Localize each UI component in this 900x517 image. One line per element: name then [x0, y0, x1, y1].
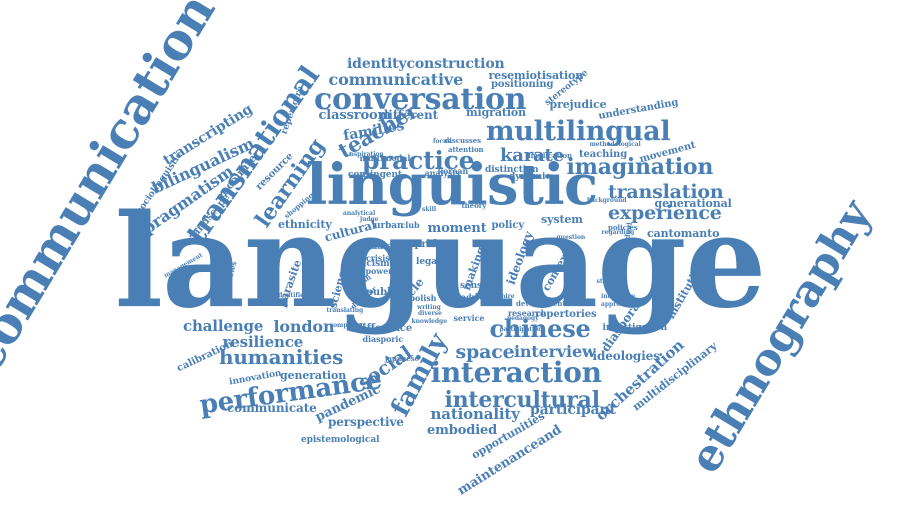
word-legal: legal	[416, 256, 441, 267]
word-translation: translation	[608, 180, 724, 203]
word-dynamic: dynamic	[509, 171, 551, 182]
word-humanities: humanities	[219, 345, 344, 369]
word-polish: polish	[409, 293, 437, 303]
word-discusses: discusses	[444, 135, 482, 145]
word-distinction: distinction	[485, 164, 539, 175]
word-perspective: perspective	[328, 415, 404, 429]
word-urban: urban	[374, 220, 404, 231]
word-generation: generation	[280, 368, 347, 382]
word-different: different	[380, 108, 439, 122]
word-crisis: crisis	[366, 253, 390, 263]
word-communicative: communicative	[328, 70, 464, 89]
word-diasporic: diasporic	[362, 334, 404, 344]
word-space: space	[455, 340, 515, 363]
word-innovative: innovative	[601, 293, 636, 300]
word-racism: racism	[356, 258, 390, 269]
word-writing: writing	[417, 304, 441, 311]
word-generational: generational	[654, 196, 732, 210]
word-chinese: chinese	[489, 314, 591, 343]
word-club: club	[400, 220, 420, 230]
word-skill: skill	[422, 206, 437, 213]
word-power: power	[365, 266, 393, 276]
word-repertories: repertories	[535, 309, 597, 320]
word-ethnicity: ethnicity	[278, 217, 332, 231]
word-development: development	[516, 298, 566, 308]
word-participant: participant	[530, 402, 616, 418]
word-investigation: investigation	[602, 322, 668, 333]
word-focus: focus	[433, 138, 451, 145]
word-lincolnshire: lincolnshire	[475, 293, 515, 300]
word-experience: experience	[608, 201, 722, 224]
word-contingent: contingent	[348, 169, 402, 180]
word-theory: theory	[461, 200, 487, 210]
word-interview: interview	[514, 342, 596, 361]
word-analysis: analysis	[424, 168, 460, 178]
word-multilingual: multilingual	[486, 115, 671, 147]
word-pride: pride	[414, 239, 444, 250]
word-language: language	[114, 187, 767, 337]
word-london: london	[273, 317, 335, 336]
word-classroom: classroom	[318, 107, 392, 123]
word-prejudice: prejudice	[549, 97, 607, 111]
word-communicate: communicate	[227, 401, 317, 415]
word-advice: advice	[461, 292, 489, 302]
word-multimodal: multimodal	[359, 153, 411, 163]
word-nationality: nationality	[430, 404, 520, 423]
word-competing: competing	[329, 322, 365, 329]
word-resemiotisation: resemiotisation	[488, 68, 584, 82]
word-background: background	[587, 197, 627, 204]
word-karate: karate	[500, 145, 564, 166]
word-teaching: teaching	[579, 149, 628, 160]
word-policies: policies	[608, 222, 638, 232]
word-methodological: methodological	[589, 141, 641, 148]
word-japanese: japanese	[385, 353, 419, 363]
word-moment: moment	[427, 220, 487, 236]
word-implication: implication	[528, 150, 572, 160]
word-translating: translating	[326, 307, 364, 314]
word-korean: korean	[437, 166, 469, 176]
word-sign: sign	[442, 294, 466, 305]
word-question: question	[556, 234, 586, 241]
word-difference: difference	[356, 323, 413, 334]
word-sense: sense	[460, 280, 488, 291]
word-resilience: resilience	[222, 332, 304, 351]
word-positioning: positioning	[491, 79, 554, 90]
word-attention: attention	[448, 144, 484, 154]
word-regarding: regarding	[601, 229, 635, 236]
word-system: system	[541, 212, 583, 226]
word-structure: structure	[596, 278, 628, 285]
word-data: data	[371, 241, 393, 252]
word-identified: identified	[276, 292, 308, 299]
word-practice: practice	[362, 145, 475, 175]
word-intercultural: intercultural	[444, 387, 601, 413]
word-research: research	[508, 308, 547, 318]
word-knowledge: knowledge	[411, 318, 448, 325]
word-analytical: analytical	[343, 210, 376, 217]
word-diverse: diverse	[418, 310, 442, 317]
word-service: service	[453, 313, 485, 323]
word-judge: judge	[360, 216, 379, 223]
word-migration: migration	[466, 105, 527, 119]
word-policy: policy	[491, 220, 525, 231]
word-pedagogy: pedagogy	[507, 315, 539, 322]
word-approaches: approaches	[601, 301, 639, 308]
word-imagination: imagination	[566, 154, 714, 180]
word-epistemological: epistemological	[301, 434, 380, 445]
word-embodied: embodied	[427, 422, 498, 438]
word-ideologies: ideologies	[592, 349, 660, 363]
word-identityconstruction: identityconstruction	[347, 56, 505, 72]
word-public: public	[366, 287, 401, 298]
word-zone: zone	[481, 278, 497, 285]
word-participation: participation	[499, 326, 543, 333]
word-interaction: interaction	[430, 356, 602, 389]
word-conversation: conversation	[314, 82, 527, 117]
word-challenge: challenge	[183, 316, 264, 335]
word-linguistic: linguistic	[306, 152, 598, 218]
word-aspiration: aspiration	[350, 151, 384, 158]
word-cantomanto: cantomanto	[647, 226, 720, 240]
